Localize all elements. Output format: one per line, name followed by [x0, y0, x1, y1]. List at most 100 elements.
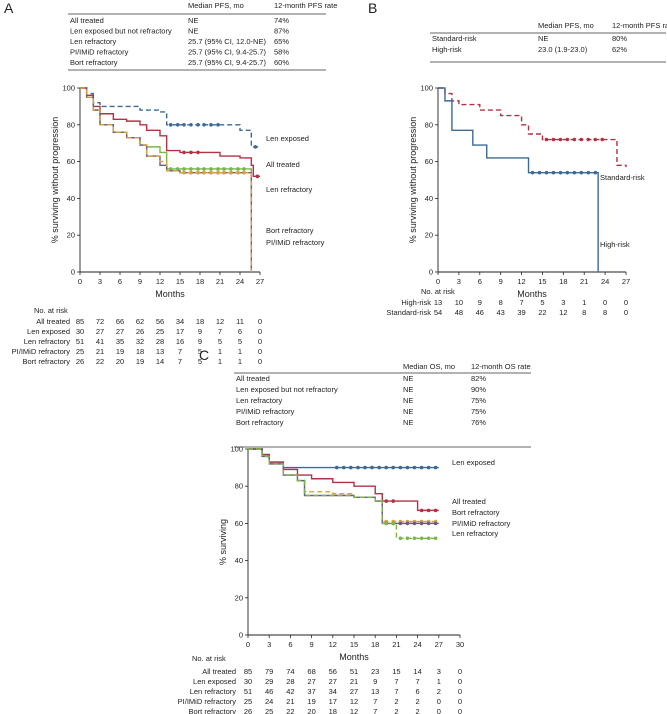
censor-mark — [175, 123, 180, 127]
axes: 0 20 40 60 80 100 0 3 6 9 12 15 18 21 24 27 30 Months % su… — [218, 445, 464, 663]
summary-cell: Len refractory — [236, 396, 283, 405]
summary-cell: NE — [403, 385, 413, 394]
censor-mark — [419, 536, 424, 541]
censor-mark — [377, 465, 382, 470]
censor-mark — [342, 465, 346, 470]
x-tick-label: 3 — [98, 277, 102, 286]
risk-value: 7 — [218, 327, 222, 336]
summary-cell: 80% — [612, 34, 627, 43]
panel-a-letter: A — [4, 0, 14, 16]
censor-mark — [209, 170, 213, 175]
risk-value: 19 — [136, 357, 144, 366]
summary-cell: Bort refractory — [236, 418, 284, 427]
risk-value: 46 — [265, 687, 273, 696]
series-line-standard-risk — [438, 87, 627, 168]
censor-mark — [433, 536, 438, 541]
censor-mark — [558, 137, 563, 142]
risk-value: 24 — [265, 697, 273, 706]
risk-value: 68 — [307, 667, 315, 676]
legend-label: Len exposed — [266, 134, 309, 143]
panel-b: Median PFS, mo 12-month PFS rate Standard-… — [386, 21, 667, 317]
censor-mark — [579, 170, 584, 175]
risk-value: 22 — [96, 357, 104, 366]
censor-mark — [433, 465, 438, 470]
censor-mark — [202, 167, 206, 171]
x-tick-label: 12 — [329, 640, 337, 649]
summary-cell: 25.7 (95% CI, 9.4-25.7) — [188, 48, 266, 57]
censor-mark — [530, 170, 535, 175]
censor-mark — [196, 167, 200, 171]
censor-mark — [356, 465, 360, 470]
summary-cell: 25.7 (95% CI, 9.4-25.7) — [188, 58, 266, 67]
censor-mark — [586, 170, 591, 175]
risk-value: 12 — [216, 317, 224, 326]
x-tick-label: 9 — [310, 640, 314, 649]
risk-row-label: Len exposed — [27, 327, 70, 336]
summary-header: Median PFS, mo — [188, 1, 244, 10]
censor-mark — [593, 170, 598, 175]
summary-cell: NE — [538, 34, 548, 43]
x-tick-label: 18 — [371, 640, 379, 649]
risk-value: 42 — [286, 687, 294, 696]
risk-value: 25 — [76, 347, 84, 356]
censor-mark — [433, 508, 438, 513]
summary-table: Median PFS, mo 12-month PFS rate Standard-… — [430, 21, 667, 63]
x-tick-label: 6 — [118, 277, 122, 286]
risk-value: 34 — [329, 687, 337, 696]
censor-mark — [384, 465, 389, 470]
risk-value: 0 — [603, 298, 607, 307]
censor-mark — [586, 137, 591, 142]
summary-cell: Len refractory — [70, 37, 117, 46]
summary-cell: 23.0 (1.9-23.0) — [538, 45, 588, 54]
risk-row-label: Standard-risk — [386, 308, 431, 317]
risk-value: 0 — [458, 667, 462, 676]
risk-value: 0 — [624, 308, 628, 317]
series-line-len-refractory — [248, 448, 439, 539]
risk-value: 2 — [394, 707, 398, 714]
x-tick-label: 21 — [392, 640, 400, 649]
censor-mark — [242, 170, 246, 175]
censor-mark — [229, 170, 233, 175]
y-tick-label: 0 — [71, 268, 75, 277]
censor-mark — [253, 145, 258, 149]
risk-value: 0 — [437, 697, 441, 706]
censor-mark — [209, 167, 213, 171]
axes: 0 20 40 60 80 100 0 3 6 9 12 15 18 21 24 27 Months % surv… — [408, 84, 630, 300]
censor-mark — [433, 521, 438, 526]
risk-value: 19 — [116, 347, 124, 356]
risk-value: 8 — [499, 298, 503, 307]
risk-value: 22 — [538, 308, 546, 317]
risk-value: 51 — [76, 337, 84, 346]
legend-label: High-risk — [600, 240, 630, 249]
risk-value: 9 — [478, 298, 482, 307]
censor-mark — [175, 167, 180, 171]
x-tick-label: 3 — [267, 640, 271, 649]
censor-mark — [182, 167, 186, 171]
risk-value: 1 — [238, 347, 242, 356]
x-tick-label: 18 — [559, 277, 567, 286]
risk-value: 0 — [624, 298, 628, 307]
legend-label: Len refractory — [452, 529, 499, 538]
risk-value: 41 — [96, 337, 104, 346]
censor-mark — [182, 170, 186, 175]
risk-value: 26 — [136, 327, 144, 336]
risk-table-title: No. at risk — [421, 287, 455, 296]
risk-value: 16 — [176, 337, 184, 346]
x-tick-label: 9 — [138, 277, 142, 286]
censor-mark — [222, 167, 226, 171]
risk-value: 85 — [76, 317, 84, 326]
summary-cell: All treated — [236, 374, 270, 383]
censor-mark — [216, 170, 220, 175]
risk-table-title: No. at risk — [192, 654, 226, 663]
censor-mark — [572, 137, 577, 142]
risk-row-label: Len refractory — [190, 687, 237, 696]
x-tick-label: 6 — [478, 277, 482, 286]
censor-mark — [196, 170, 200, 175]
censor-mark — [189, 167, 193, 171]
y-axis-label: % surviving without progression — [408, 117, 418, 244]
censor-mark — [391, 521, 396, 526]
censor-mark — [384, 521, 389, 526]
summary-cell: 82% — [471, 374, 486, 383]
risk-value: 28 — [286, 677, 294, 686]
